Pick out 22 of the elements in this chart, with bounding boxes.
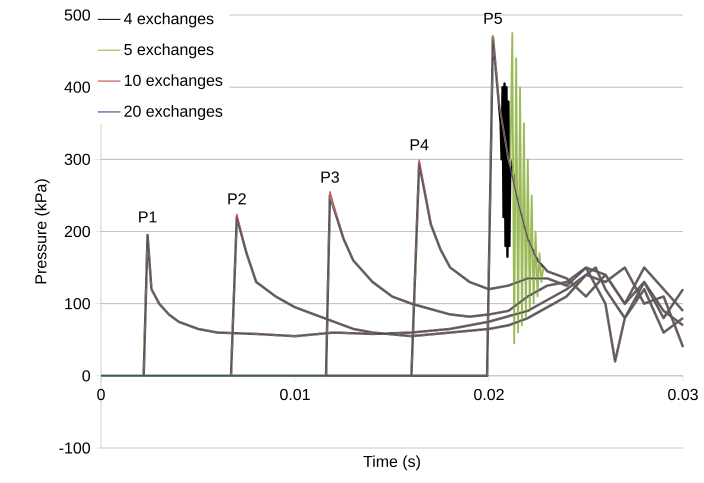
y-axis-title: Pressure (kPa) <box>34 179 50 284</box>
legend-label: 4 exchanges <box>124 12 214 28</box>
annotation: P1 <box>139 211 157 222</box>
y-tick-label: 400 <box>64 82 90 93</box>
y-tick-label: -100 <box>59 442 90 454</box>
annotation: P3 <box>321 171 339 183</box>
y-tick-label: 100 <box>65 298 90 310</box>
x-tick-label: 0 <box>97 388 105 400</box>
annotation: P5 <box>484 12 502 24</box>
annotation: P4 <box>410 139 428 150</box>
y-tick-label: 300 <box>64 154 90 165</box>
y-tick-label: 0 <box>82 370 90 382</box>
legend-label: 10 exchanges <box>124 74 222 90</box>
legend-label: 20 exchanges <box>124 105 222 120</box>
x-axis-title: Time (s) <box>363 455 420 470</box>
annotation: P2 <box>228 193 246 204</box>
legend-label: 5 exchanges <box>124 43 214 58</box>
y-tick-label: 500 <box>64 9 90 21</box>
x-tick-label: 0.02 <box>474 388 504 400</box>
x-tick-label: 0.01 <box>280 388 310 400</box>
y-tick-label: 200 <box>64 226 90 238</box>
x-tick-label: 0.03 <box>668 388 698 400</box>
